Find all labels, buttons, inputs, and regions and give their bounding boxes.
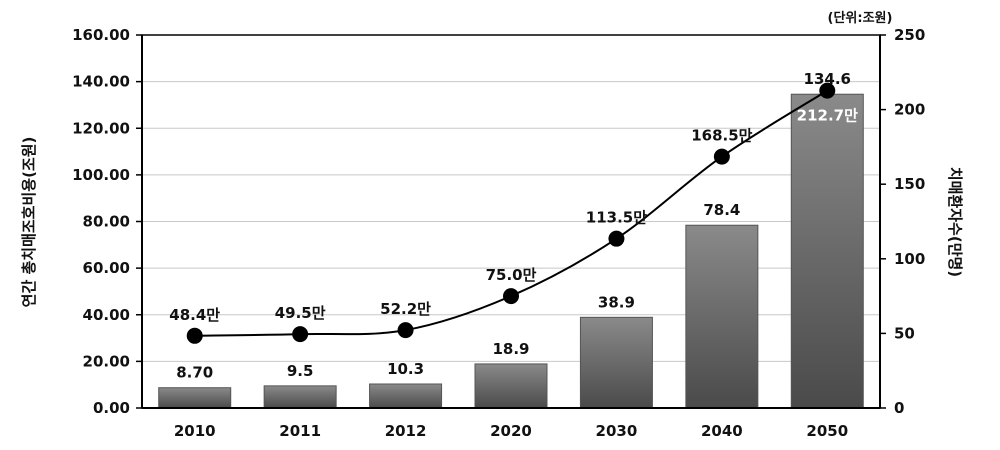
x-tick-label: 2010 xyxy=(174,422,216,440)
x-tick-label: 2011 xyxy=(279,422,321,440)
left-axis-title: 연간 총치매조호비용(조원) xyxy=(20,137,38,308)
gridlines xyxy=(142,34,880,362)
bar xyxy=(579,316,653,409)
line-point xyxy=(186,327,203,344)
bar-value-label: 134.6 xyxy=(804,70,851,88)
line-value-label: 212.7만 xyxy=(797,107,858,125)
line-series xyxy=(186,82,836,344)
x-tick-label: 2050 xyxy=(806,422,848,440)
x-tick-label: 2012 xyxy=(385,422,427,440)
left-tick-label: 40.00 xyxy=(83,306,130,324)
line-value-label: 49.5만 xyxy=(275,304,326,322)
left-tick-label: 120.00 xyxy=(72,119,130,137)
right-tick-label: 150 xyxy=(894,175,925,193)
line-point xyxy=(713,148,730,165)
right-tick-label: 250 xyxy=(894,26,925,44)
left-tick-label: 80.00 xyxy=(83,213,130,231)
bar-value-label: 10.3 xyxy=(387,360,424,378)
unit-note: (단위:조원) xyxy=(828,10,893,26)
bar-value-label: 8.70 xyxy=(176,364,213,382)
right-tick-label: 200 xyxy=(894,101,925,119)
bar-value-label: 38.9 xyxy=(598,293,635,311)
left-tick-label: 100.00 xyxy=(72,166,130,184)
right-axis-title: 치매환자수(만명) xyxy=(946,167,964,277)
bar xyxy=(790,93,864,409)
right-tick-label: 0 xyxy=(894,399,904,417)
bar xyxy=(474,363,548,409)
bar xyxy=(369,383,443,409)
axes: 0.00 20.00 40.00 60.00 80.00 100.00 120.00 140.… xyxy=(72,26,925,440)
right-tick-label: 100 xyxy=(894,250,925,268)
left-tick-label: 160.00 xyxy=(72,26,130,44)
line-point xyxy=(608,230,625,247)
bar xyxy=(158,387,232,409)
right-tick-label: 50 xyxy=(894,324,915,342)
bar xyxy=(263,385,337,409)
line-value-label: 75.0만 xyxy=(486,266,537,284)
line-point xyxy=(397,322,414,339)
left-tick-label: 60.00 xyxy=(83,259,130,277)
line-value-label: 52.2만 xyxy=(380,300,431,318)
bar-value-label: 9.5 xyxy=(287,362,314,380)
left-tick-label: 140.00 xyxy=(72,73,130,91)
bar-value-label: 78.4 xyxy=(703,201,740,219)
line-value-label: 168.5만 xyxy=(691,127,752,145)
line-point xyxy=(503,288,519,305)
x-tick-label: 2030 xyxy=(596,422,638,440)
x-tick-label: 2020 xyxy=(490,422,532,440)
left-tick-label: 0.00 xyxy=(93,399,130,417)
line-point xyxy=(292,326,309,343)
line-value-label: 113.5만 xyxy=(586,209,647,227)
data-labels: 8.70 9.5 10.3 18.9 38.9 78.4 134.6 48.4만 49.5만 52… xyxy=(169,70,858,382)
bar-value-label: 18.9 xyxy=(492,340,529,358)
line-point xyxy=(819,82,836,99)
line-value-label: 48.4만 xyxy=(169,306,220,324)
x-tick-label: 2040 xyxy=(701,422,743,440)
left-tick-label: 20.00 xyxy=(83,352,130,370)
bar xyxy=(685,224,759,409)
bar-series xyxy=(158,93,864,409)
